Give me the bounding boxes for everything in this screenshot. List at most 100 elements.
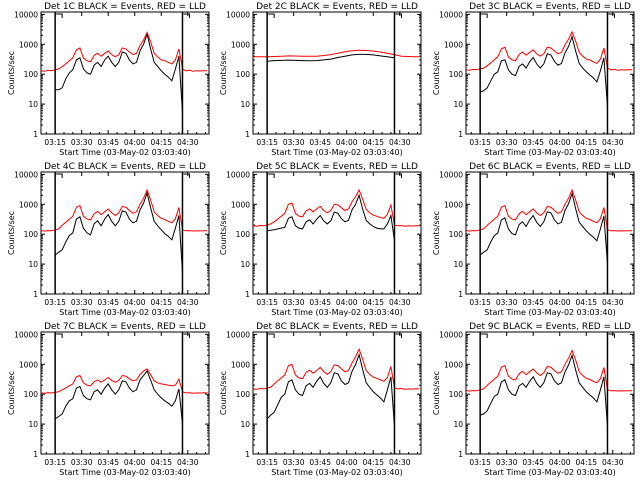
x-tick-label: 04:15 — [150, 298, 172, 307]
marker-flag — [481, 333, 488, 338]
y-tick-label: 1 — [458, 290, 463, 299]
y-tick-label: 1000 — [231, 360, 250, 369]
panel-title: Det 7C BLACK = Events, RED = LLD — [44, 322, 206, 332]
events-series-line — [267, 193, 395, 241]
x-tick-label: 04:00 — [549, 458, 571, 467]
x-tick-label: 03:30 — [71, 138, 93, 147]
marker-flag — [395, 333, 402, 338]
marker-flag — [56, 13, 63, 18]
y-tick-label: 10 — [240, 100, 250, 109]
x-tick-label: 04:30 — [177, 298, 199, 307]
y-axis-label: Counts/sec — [7, 211, 16, 255]
y-tick-label: 1000 — [444, 360, 463, 369]
events-series-line — [479, 34, 608, 108]
x-tick-label: 03:30 — [496, 458, 518, 467]
plot-frame — [465, 331, 635, 455]
x-tick-label: 03:30 — [71, 458, 93, 467]
x-tick-label: 04:30 — [602, 298, 624, 307]
x-tick-label: 03:15 — [469, 298, 491, 307]
x-tick-label: 03:30 — [283, 458, 305, 467]
x-tick-label: 04:30 — [389, 298, 411, 307]
lld-series-line — [40, 188, 208, 232]
plot-frame — [252, 171, 422, 295]
y-tick-label: 100 — [449, 70, 464, 79]
marker-flag — [183, 173, 190, 178]
panel-title: Det 5C BLACK = Events, RED = LLD — [256, 162, 418, 172]
marker-flag — [268, 173, 275, 178]
events-series-line — [479, 191, 608, 265]
x-tick-label: 03:15 — [256, 138, 278, 147]
x-axis-label: Start Time (03-May-02 03:03:40) — [484, 148, 615, 157]
y-tick-label: 1000 — [444, 200, 463, 209]
y-axis-label: Counts/sec — [219, 51, 228, 95]
y-tick-label: 1 — [458, 450, 463, 459]
y-tick-label: 10 — [28, 100, 38, 109]
marker-flag — [56, 173, 63, 178]
plot-frame — [40, 11, 210, 135]
x-tick-label: 04:15 — [575, 298, 597, 307]
x-tick-label: 03:15 — [469, 458, 491, 467]
x-tick-label: 03:45 — [309, 298, 331, 307]
x-tick-label: 03:30 — [496, 138, 518, 147]
y-tick-label: 1 — [33, 450, 38, 459]
marker-flag — [608, 13, 615, 18]
plot-frame — [252, 11, 422, 135]
panel-title: Det 9C BLACK = Events, RED = LLD — [469, 322, 631, 332]
x-tick-label: 04:15 — [575, 458, 597, 467]
y-tick-label: 100 — [449, 390, 464, 399]
x-tick-label: 04:00 — [124, 458, 146, 467]
y-tick-label: 100 — [449, 230, 464, 239]
y-tick-label: 100 — [236, 390, 251, 399]
y-tick-label: 10000 — [14, 330, 38, 339]
lld-series-line — [465, 349, 633, 392]
x-axis-label: Start Time (03-May-02 03:03:40) — [271, 308, 402, 317]
y-tick-label: 1 — [33, 290, 38, 299]
y-tick-label: 10000 — [226, 170, 250, 179]
y-axis-label: Counts/sec — [7, 51, 16, 95]
y-tick-label: 1 — [245, 130, 250, 139]
y-tick-label: 1 — [33, 130, 38, 139]
y-tick-label: 10000 — [439, 170, 463, 179]
x-tick-label: 04:00 — [124, 138, 146, 147]
y-tick-label: 1000 — [231, 200, 250, 209]
y-tick-label: 10 — [240, 260, 250, 269]
panel-8: Det 8C BLACK = Events, RED = LLD 1 10 100 10… — [219, 322, 422, 477]
x-tick-label: 03:45 — [97, 298, 119, 307]
x-tick-label: 03:30 — [283, 298, 305, 307]
x-tick-label: 04:00 — [549, 298, 571, 307]
marker-flag — [608, 333, 615, 338]
x-axis-label: Start Time (03-May-02 03:03:40) — [271, 148, 402, 157]
x-tick-label: 03:45 — [522, 138, 544, 147]
panel-title: Det 3C BLACK = Events, RED = LLD — [469, 2, 631, 12]
y-tick-label: 10000 — [14, 170, 38, 179]
x-tick-label: 04:15 — [362, 138, 384, 147]
x-tick-label: 04:15 — [150, 458, 172, 467]
panel-7: Det 7C BLACK = Events, RED = LLD 1 10 100 10… — [7, 322, 210, 477]
panel-6: Det 6C BLACK = Events, RED = LLD 1 10 100 10… — [432, 162, 635, 317]
marker-flag — [395, 173, 402, 178]
plot-frame — [40, 331, 210, 455]
marker-flag — [395, 13, 402, 18]
y-tick-label: 100 — [24, 230, 39, 239]
x-tick-label: 04:30 — [389, 138, 411, 147]
y-tick-label: 10000 — [439, 330, 463, 339]
y-tick-label: 10000 — [226, 330, 250, 339]
marker-flag — [481, 173, 488, 178]
y-tick-label: 1000 — [19, 200, 38, 209]
y-tick-label: 10 — [453, 260, 463, 269]
x-tick-label: 03:15 — [469, 138, 491, 147]
events-series-line — [479, 353, 608, 428]
y-tick-label: 1 — [458, 130, 463, 139]
y-tick-label: 100 — [236, 70, 251, 79]
panel-title: Det 8C BLACK = Events, RED = LLD — [256, 322, 418, 332]
x-tick-label: 04:30 — [602, 138, 624, 147]
x-axis-label: Start Time (03-May-02 03:03:40) — [484, 468, 615, 477]
y-tick-label: 10 — [240, 420, 250, 429]
panel-title: Det 1C BLACK = Events, RED = LLD — [44, 2, 206, 12]
y-tick-label: 1 — [245, 450, 250, 459]
y-axis-label: Counts/sec — [7, 371, 16, 415]
x-tick-label: 04:30 — [602, 458, 624, 467]
events-series-line — [266, 352, 395, 428]
plot-frame — [40, 171, 210, 295]
y-tick-label: 10 — [453, 100, 463, 109]
